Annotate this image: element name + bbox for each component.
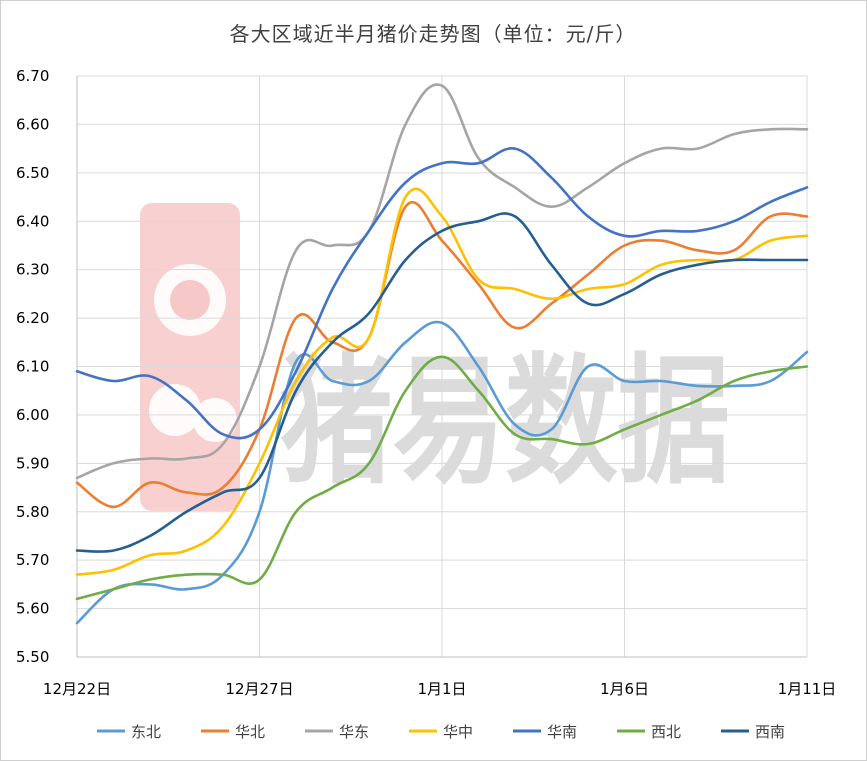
legend-label: 华东 (339, 723, 369, 741)
y-tick-label: 6.40 (16, 212, 49, 230)
series-line-0 (75, 320, 809, 625)
y-tick-label: 6.60 (16, 115, 49, 133)
x-tick-label: 12月22日 (43, 680, 111, 698)
y-tick-label: 6.70 (16, 67, 49, 85)
y-tick-label: 6.20 (16, 309, 49, 327)
y-tick-label: 6.30 (16, 261, 49, 279)
x-tick-label: 1月6日 (600, 680, 649, 698)
series-line-5 (75, 355, 809, 601)
axes (76, 76, 807, 658)
series-line-2 (75, 83, 809, 480)
y-axis-labels: 5.50 5.60 5.70 5.80 5.90 6.00 6.10 6.20 6.30 6.40… (16, 67, 49, 666)
legend-label: 华北 (235, 723, 265, 741)
legend-label: 华中 (443, 723, 473, 741)
x-tick-label: 1月11日 (778, 680, 837, 698)
y-tick-label: 5.50 (16, 648, 49, 666)
y-tick-label: 5.90 (16, 454, 49, 472)
legend-label: 西南 (755, 723, 785, 741)
legend-label: 华南 (547, 723, 577, 741)
legend-label: 东北 (131, 723, 161, 741)
series-line-4 (75, 147, 809, 440)
x-tick-label: 12月27日 (225, 680, 293, 698)
x-axis-labels: 12月22日 12月27日 1月1日 1月6日 1月11日 (43, 680, 836, 698)
legend-label: 西北 (651, 723, 681, 741)
series-line-6 (75, 212, 809, 553)
y-tick-label: 5.60 (16, 600, 49, 618)
y-tick-label: 6.50 (16, 164, 49, 182)
y-tick-label: 6.00 (16, 406, 49, 424)
y-tick-label: 5.80 (16, 503, 49, 521)
series-lines (75, 83, 809, 625)
series-line-1 (75, 201, 809, 509)
legend: 东北 华北 华东 华中 华南 西北 西南 (97, 723, 785, 741)
y-tick-label: 6.10 (16, 358, 49, 376)
chart-title: 各大区域近半月猪价走势图（单位：元/斤） (230, 22, 637, 46)
series-line-3 (75, 187, 809, 576)
y-tick-label: 5.70 (16, 551, 49, 569)
x-tick-label: 1月1日 (417, 680, 466, 698)
